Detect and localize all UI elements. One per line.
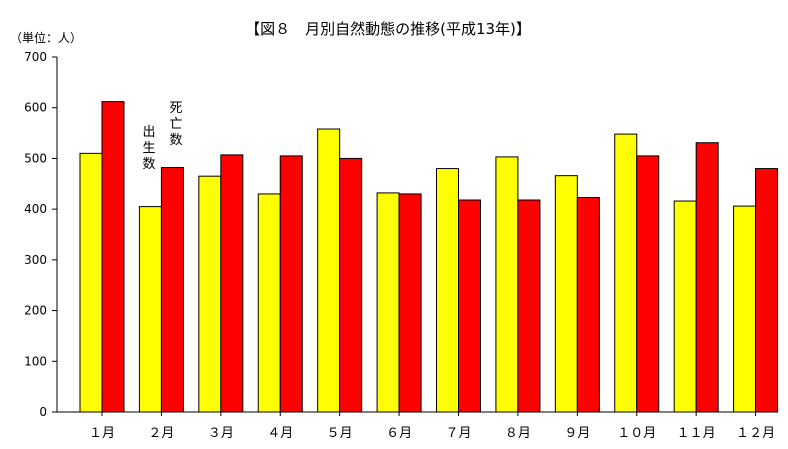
x-tick-label: １１月 xyxy=(677,426,716,441)
y-tick-label: 0 xyxy=(39,405,47,419)
x-tick-label: １２月 xyxy=(736,426,775,441)
y-tick-label: 700 xyxy=(24,50,47,64)
x-tick-label: １０月 xyxy=(617,426,656,441)
y-axis: 0 100 200 300 400 500 600 700 xyxy=(24,50,58,419)
y-tick-label: 200 xyxy=(24,304,47,318)
x-tick-label: ３月 xyxy=(208,426,234,441)
bar-births-7 xyxy=(436,168,459,413)
x-axis: １月 ２月 ３月 ４月 ５月 ６月 ７月 ８月 ９月 １０月 １１月 １２月 xyxy=(57,411,775,441)
bar-deaths-11 xyxy=(695,142,719,413)
bar-deaths-4 xyxy=(279,155,303,413)
x-tick-label: ９月 xyxy=(564,426,590,441)
bar-deaths-8 xyxy=(517,199,541,413)
unit-label: （単位：人） xyxy=(10,30,82,45)
bar-births-8 xyxy=(495,156,519,413)
bar-deaths-7 xyxy=(458,199,481,413)
x-tick-label: ４月 xyxy=(267,426,293,441)
y-tick-label: 300 xyxy=(24,253,47,267)
bar-births-5 xyxy=(317,128,341,413)
bar-deaths-12 xyxy=(755,168,779,413)
bar-births-1 xyxy=(79,152,103,413)
bar-deaths-2 xyxy=(160,167,184,413)
bar-deaths-9 xyxy=(576,196,600,413)
bar-deaths-5 xyxy=(339,157,363,413)
series-labels: 出生数 死亡数 xyxy=(142,101,182,172)
x-tick-label: １月 xyxy=(89,426,115,441)
bars xyxy=(79,101,779,413)
series-label-deaths: 死亡数 xyxy=(169,101,182,148)
bar-births-3 xyxy=(198,175,222,413)
bar-deaths-6 xyxy=(398,193,422,413)
x-tick-label: ５月 xyxy=(327,426,353,441)
bar-births-11 xyxy=(673,200,697,413)
bar-births-9 xyxy=(554,175,578,413)
y-tick-label: 400 xyxy=(24,202,47,216)
bar-deaths-10 xyxy=(636,155,660,413)
x-tick-label: ２月 xyxy=(148,426,174,441)
bar-births-4 xyxy=(257,193,281,413)
x-tick-label: ６月 xyxy=(386,426,412,441)
series-label-text: 死亡数 xyxy=(169,101,182,148)
x-tick-label: ８月 xyxy=(505,426,531,441)
y-tick-label: 100 xyxy=(24,354,47,368)
series-label-text: 出生数 xyxy=(142,125,155,172)
chart-title: 【図８ 月別自然動態の推移(平成13年)】 xyxy=(245,20,531,38)
bar-deaths-3 xyxy=(220,154,244,413)
bar-births-6 xyxy=(376,192,400,413)
series-label-births: 出生数 xyxy=(142,125,155,172)
bar-births-2 xyxy=(138,206,162,413)
x-tick-label: ７月 xyxy=(445,426,471,441)
y-tick-label: 500 xyxy=(24,151,47,165)
bar-births-10 xyxy=(614,133,638,413)
bar-deaths-1 xyxy=(101,101,125,413)
bar-births-12 xyxy=(733,205,757,413)
y-tick-label: 600 xyxy=(24,101,47,115)
